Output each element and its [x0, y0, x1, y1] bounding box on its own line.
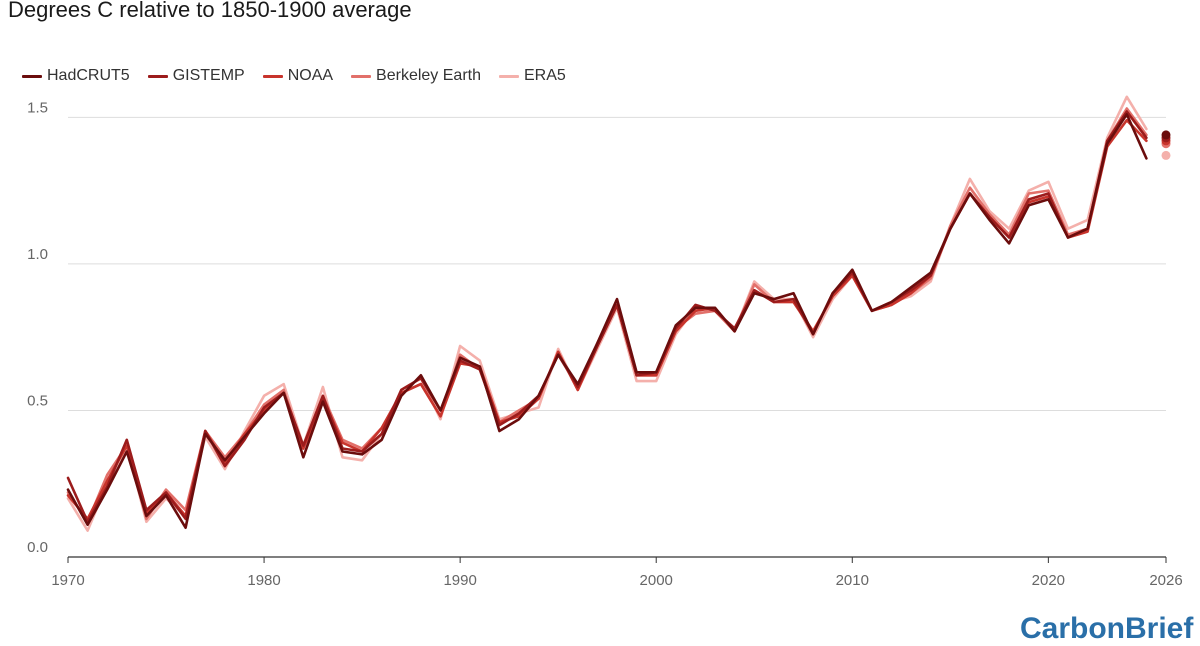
legend-item-era5: ERA5	[498, 67, 566, 85]
legend-item-gistemp: GISTEMP	[147, 67, 245, 85]
legend-item-noaa: NOAA	[262, 67, 334, 85]
legend-swatch	[22, 74, 42, 78]
legend-swatch	[498, 74, 519, 78]
x-tick-label: 1980	[247, 572, 280, 589]
y-tick-label: 1.5	[27, 99, 48, 116]
legend-item-berkeley-earth: Berkeley Earth	[351, 67, 481, 85]
x-tick-label: 1970	[51, 572, 84, 589]
brand-watermark: CarbonBrief	[1020, 612, 1194, 645]
legend-label: NOAA	[287, 67, 334, 84]
projection-point-hadcrut5	[1161, 130, 1171, 140]
legend-swatch	[351, 74, 372, 78]
series-line-era5	[66, 95, 1148, 532]
legend-label: HadCRUT5	[47, 67, 130, 84]
chart-title: Degrees C relative to 1850-1900 average	[8, 0, 412, 22]
x-tick-label: 2026	[1149, 572, 1182, 589]
legend-swatch	[147, 74, 168, 78]
legend-label: Berkeley Earth	[376, 67, 481, 84]
legend: HadCRUT5 GISTEMP NOAA Berkeley Earth ERA5	[22, 67, 584, 85]
series-line-hadcrut5	[66, 113, 1148, 530]
legend-label: GISTEMP	[172, 67, 245, 84]
legend-label: ERA5	[523, 67, 566, 84]
series-line-gistemp	[66, 110, 1148, 524]
x-tick-label: 1990	[443, 572, 476, 589]
x-tick-label: 2000	[640, 572, 673, 589]
projection-point-era5	[1161, 150, 1171, 160]
legend-swatch	[262, 74, 283, 78]
y-tick-label: 1.0	[27, 246, 48, 263]
line-chart: 0.0 0.5 1.0 1.5 1970 1980 1990 2000 2010 2020 2026	[27, 95, 1183, 589]
x-tick-label: 2020	[1032, 572, 1065, 589]
y-tick-label: 0.0	[27, 539, 48, 556]
x-tick-label: 2010	[836, 572, 869, 589]
y-tick-label: 0.5	[27, 392, 48, 409]
legend-item-hadcrut5: HadCRUT5	[22, 67, 130, 85]
